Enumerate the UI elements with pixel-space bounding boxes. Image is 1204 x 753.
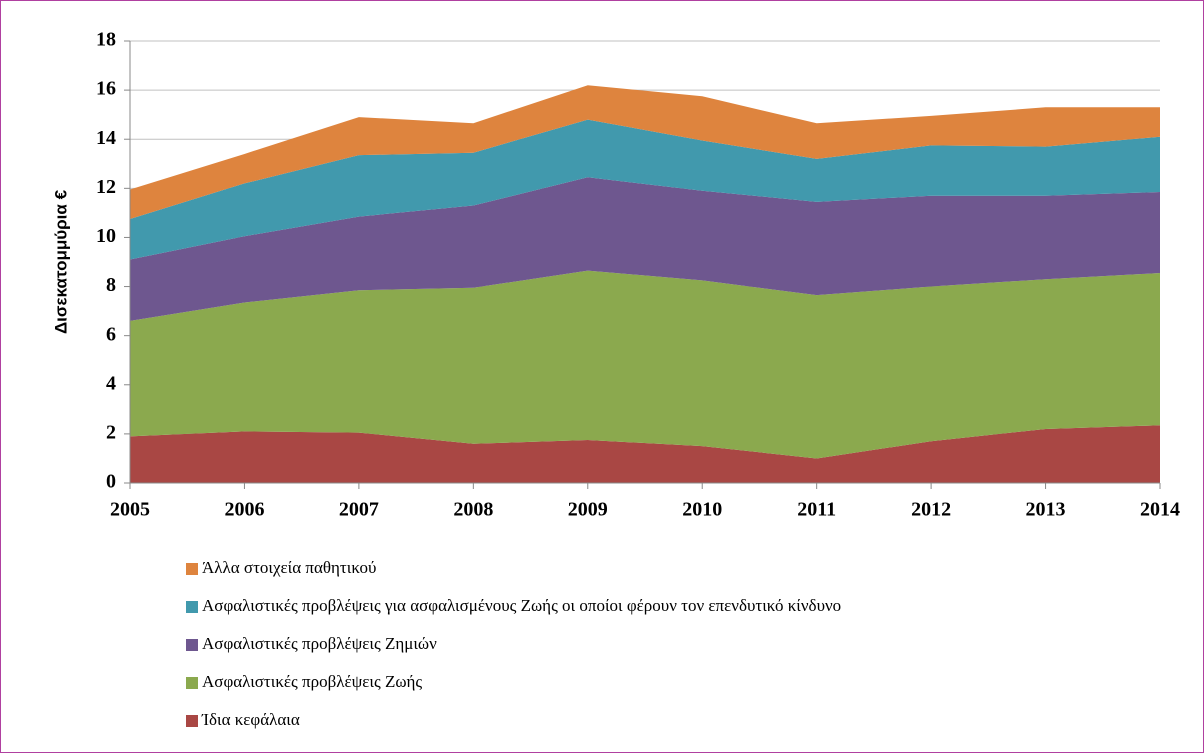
legend-label: Ίδια κεφάλαια [201, 710, 300, 729]
x-tick-label: 2014 [1140, 499, 1180, 521]
y-tick-label: 12 [96, 176, 116, 198]
legend-swatch [186, 639, 198, 651]
legend-swatch [186, 563, 198, 575]
y-axis-label: Δισεκατομμύρια € [51, 189, 70, 334]
legend-swatch [186, 715, 198, 727]
x-tick-label: 2005 [110, 499, 150, 521]
legend-label: Άλλα στοιχεία παθητικού [202, 558, 376, 577]
x-tick-label: 2006 [224, 499, 264, 521]
y-tick-label: 14 [96, 127, 116, 149]
legend-swatch [186, 677, 198, 689]
x-tick-label: 2008 [453, 499, 493, 521]
x-tick-label: 2007 [339, 499, 379, 521]
y-tick-label: 4 [106, 372, 116, 394]
x-tick-label: 2010 [682, 499, 722, 521]
y-tick-label: 18 [96, 29, 116, 51]
area [130, 85, 1160, 220]
area [130, 119, 1160, 260]
legend-swatch [186, 601, 198, 613]
legend-label: Ασφαλιστικές προβλέψεις Ζωής [202, 672, 422, 691]
x-tick-label: 2013 [1026, 499, 1066, 521]
y-tick-label: 16 [96, 78, 116, 100]
area [130, 270, 1160, 459]
legend-label: Ασφαλιστικές προβλέψεις Ζημιών [202, 634, 437, 653]
x-tick-label: 2011 [797, 499, 836, 521]
area [130, 425, 1160, 483]
x-tick-label: 2009 [568, 499, 608, 521]
y-tick-label: 0 [106, 471, 116, 493]
x-tick-label: 2012 [911, 499, 951, 521]
area [130, 177, 1160, 321]
y-tick-label: 2 [106, 421, 116, 443]
legend-label: Ασφαλιστικές προβλέψεις για ασφαλισμένου… [202, 596, 841, 615]
y-tick-label: 6 [106, 323, 116, 345]
y-tick-label: 10 [96, 225, 116, 247]
y-tick-label: 8 [106, 274, 116, 296]
